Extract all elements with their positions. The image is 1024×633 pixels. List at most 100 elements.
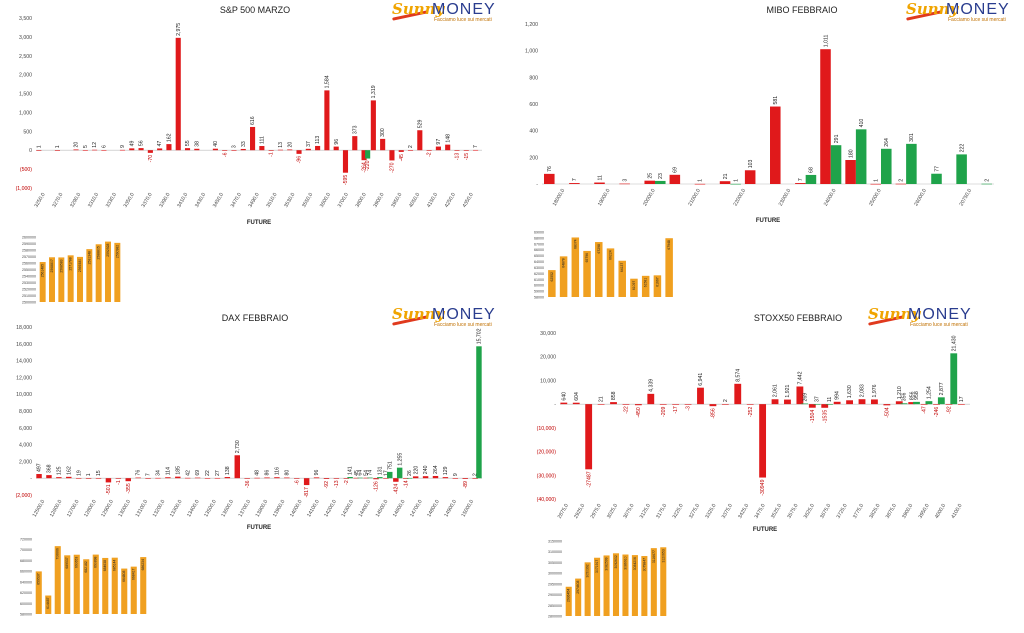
bar [365, 150, 371, 159]
bar [417, 130, 423, 151]
x-tick-label: 14200,0 [323, 499, 338, 518]
volume-y-tick-label: 600000 [20, 602, 32, 606]
volume-y-tick-label: 2520000 [22, 288, 36, 292]
data-label: 301 [909, 133, 915, 142]
bar [212, 148, 218, 151]
data-label: 1,921 [785, 384, 791, 397]
volume-y-tick-label: 2530000 [22, 281, 36, 285]
bar [36, 474, 42, 479]
x-tick-label: 4150,0 [426, 192, 439, 209]
volume-data-label: 689537 [65, 557, 69, 568]
bar [647, 393, 655, 405]
data-label: -15 [464, 153, 470, 161]
volume-y-tick-label: 2590000 [22, 242, 36, 246]
bar [56, 477, 62, 479]
bar [333, 146, 339, 151]
bar [129, 148, 135, 151]
data-label: 2 [408, 145, 414, 148]
bar [407, 150, 414, 151]
x-tick-label: 23000,0 [778, 188, 793, 207]
data-label: 19 [76, 470, 82, 476]
volume-bar [114, 242, 121, 302]
bar [920, 404, 928, 405]
bar [393, 478, 399, 482]
bar [315, 145, 321, 151]
volume-data-label: 67948 [667, 240, 671, 250]
data-label: 264 [433, 465, 439, 474]
volume-bar [49, 257, 55, 302]
bar [610, 402, 617, 405]
bar [871, 399, 878, 405]
x-tick-label: 15000,0 [461, 499, 476, 518]
x-tick-label: 13700,0 [238, 499, 253, 518]
bar [166, 144, 172, 151]
bar [694, 183, 706, 185]
bar [396, 467, 403, 479]
bar [240, 148, 246, 151]
bar [684, 404, 692, 405]
x-tick-label: 3675,0 [819, 503, 832, 520]
sp500-panel: S&P 500 MARZO (1,000) (500) 0 500 1,000 1,500 2… [0, 0, 505, 310]
data-label: 141 [348, 466, 354, 475]
bar [357, 477, 363, 479]
x-tick-label: 3270,0 [51, 192, 64, 209]
bar [145, 478, 151, 479]
volume-bar [665, 238, 673, 297]
data-label: -1535 [822, 410, 828, 423]
data-label: 96 [334, 139, 340, 145]
data-label: -270 [390, 162, 396, 172]
bar [277, 149, 283, 151]
x-tick-label: 14400,0 [358, 499, 373, 518]
volume-bar [603, 555, 610, 616]
data-label: -501 [106, 484, 112, 494]
bar [759, 404, 767, 478]
bar [352, 136, 358, 151]
data-label: -45 [399, 154, 405, 162]
bar [380, 138, 386, 151]
data-label: -1504 [810, 410, 816, 423]
bar [744, 170, 756, 184]
data-label: 68 [809, 167, 815, 173]
bar [204, 478, 211, 479]
data-label: -3 [686, 406, 692, 411]
bar [377, 477, 383, 479]
data-label: 76 [136, 470, 142, 476]
volume-bar [622, 554, 629, 616]
bar [925, 401, 933, 405]
x-axis-title: FUTURE [247, 220, 271, 226]
bar [795, 183, 806, 184]
volume-y-tick-label: 64000 [534, 260, 544, 264]
bar [672, 404, 680, 405]
data-label: 8,574 [735, 369, 741, 382]
data-label: 80 [284, 470, 290, 476]
y-tick-label: 18,000 [16, 325, 32, 331]
bar [544, 173, 555, 184]
bar [432, 475, 439, 479]
data-label: 17 [959, 396, 965, 402]
bar [669, 174, 681, 184]
brand-logo: Sunny MONEY Facciamo luce sui mercati [868, 305, 972, 328]
x-tick-label: 3600,0 [319, 192, 332, 209]
bar [846, 400, 853, 405]
data-label: -1 [269, 152, 275, 157]
data-label: 20 [287, 142, 293, 148]
x-tick-label: 26000,0 [913, 188, 928, 207]
volume-data-label: 614487 [46, 597, 50, 608]
volume-bar [102, 557, 109, 614]
data-label: -6 [222, 152, 228, 157]
data-label: 96 [314, 470, 320, 476]
chart-title: MIBO FEBBRAIO [766, 5, 837, 15]
volume-data-label: 3084206 [633, 557, 637, 570]
data-label: -6 [294, 480, 300, 485]
data-label: 5 [83, 145, 89, 148]
y-tick-label: (40,000) [537, 497, 557, 503]
x-tick-label: 2925,0 [573, 503, 586, 520]
volume-data-label: 61667 [655, 277, 659, 287]
data-label: 1,584 [324, 75, 330, 88]
data-label: 12 [92, 142, 98, 148]
volume-data-label: 2581348 [87, 251, 91, 264]
volume-y-tick-label: 59000 [534, 290, 544, 294]
volume-y-tick-label: 2850000 [548, 604, 562, 608]
volume-bar [92, 554, 99, 614]
bar [560, 402, 568, 405]
